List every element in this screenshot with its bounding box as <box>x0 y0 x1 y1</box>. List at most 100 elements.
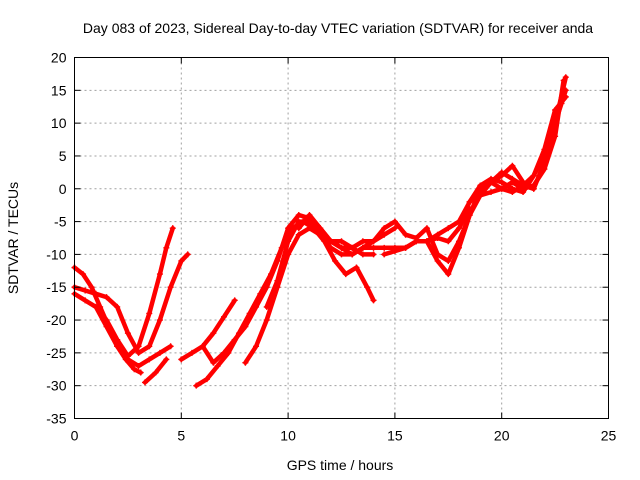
data-point-marker <box>178 356 185 363</box>
data-point-marker <box>445 225 452 232</box>
data-point-marker <box>370 238 377 245</box>
data-point-marker <box>445 271 452 278</box>
data-point-marker <box>221 313 228 320</box>
data-point-marker <box>466 198 473 205</box>
data-point-marker <box>156 349 163 356</box>
data-point-marker <box>92 303 99 310</box>
data-point-marker <box>498 179 505 186</box>
data-point-marker <box>80 271 87 278</box>
data-point-marker <box>82 297 89 304</box>
data-point-marker <box>188 349 195 356</box>
data-point-marker <box>178 257 185 264</box>
data-point-marker <box>285 238 292 245</box>
data-point-marker <box>349 251 356 258</box>
grid <box>74 57 609 419</box>
data-point-marker <box>137 369 144 376</box>
data-point-marker <box>152 369 159 376</box>
tick-labels: 0 5 10 15 20 25 -35 -30 -25 -20 -15 -10 -5 0 5 10 15 20 <box>46 50 616 444</box>
data-point-marker <box>349 244 356 251</box>
data-point-marker <box>402 244 409 251</box>
data-point-marker <box>295 225 302 232</box>
series-track-3 <box>71 251 191 356</box>
y-tick-label: 0 <box>59 181 67 197</box>
x-tick-label: 20 <box>494 428 510 444</box>
data-point-marker <box>317 231 324 238</box>
y-tick-label: 15 <box>51 82 67 98</box>
data-point-marker <box>477 182 484 189</box>
data-point-marker <box>163 244 170 251</box>
data-point-marker <box>455 218 462 225</box>
data-point-marker <box>530 172 537 179</box>
data-point-marker <box>306 212 313 219</box>
series-track-15 <box>477 77 567 199</box>
series-line <box>93 304 173 369</box>
data-point-marker <box>263 284 270 291</box>
series-track-14 <box>466 93 569 205</box>
series-track-6 <box>178 297 238 363</box>
data-point-marker <box>364 284 371 291</box>
data-point-marker <box>520 179 527 186</box>
data-point-marker <box>242 359 249 366</box>
data-point-marker <box>295 231 302 238</box>
y-tick-label: -25 <box>46 345 66 361</box>
data-point-marker <box>541 166 548 173</box>
data-point-marker <box>169 225 176 232</box>
data-point-marker <box>210 359 217 366</box>
data-point-marker <box>455 225 462 232</box>
data-point-marker <box>274 257 281 264</box>
data-point-marker <box>498 185 505 192</box>
data-point-marker <box>199 343 206 350</box>
x-tick-label: 5 <box>177 428 185 444</box>
data-point-marker <box>193 382 200 389</box>
data-point-marker <box>253 343 260 350</box>
data-point-marker <box>163 356 170 363</box>
data-point-marker <box>530 182 537 189</box>
data-point-marker <box>327 238 334 245</box>
data-point-marker <box>231 297 238 304</box>
data-point-marker <box>381 251 388 258</box>
data-point-marker <box>477 192 484 199</box>
y-tick-label: -15 <box>46 279 66 295</box>
data-point-marker <box>359 238 366 245</box>
chart-title: Day 083 of 2023, Sidereal Day-to-day VTE… <box>83 20 593 36</box>
data-point-marker <box>381 231 388 238</box>
data-point-marker <box>488 175 495 182</box>
data-point-marker <box>509 162 516 169</box>
data-point-marker <box>445 238 452 245</box>
data-point-marker <box>103 294 110 301</box>
data-point-marker <box>391 248 398 255</box>
data-point-marker <box>370 251 377 258</box>
y-tick-label: -5 <box>54 214 67 230</box>
x-tick-label: 25 <box>601 428 617 444</box>
data-point-marker <box>562 74 569 81</box>
data-point-marker <box>317 225 324 232</box>
data-point-marker <box>498 172 505 179</box>
data-point-marker <box>221 349 228 356</box>
data-point-marker <box>295 218 302 225</box>
series-line <box>467 94 569 205</box>
axes <box>74 57 609 419</box>
data-point-marker <box>135 349 142 356</box>
x-tick-label: 15 <box>387 428 403 444</box>
data-point-marker <box>338 244 345 251</box>
data-point-marker <box>167 343 174 350</box>
data-point-marker <box>434 231 441 238</box>
data-point-marker <box>434 257 441 264</box>
data-point-marker <box>124 330 131 337</box>
data-point-marker <box>231 336 238 343</box>
series-track-5 <box>141 356 170 386</box>
y-tick-label: 20 <box>51 50 67 66</box>
data-point-marker <box>210 330 217 337</box>
data-point-marker <box>402 231 409 238</box>
data-point-marker <box>509 179 516 186</box>
data-point-marker <box>413 238 420 245</box>
data-point-marker <box>214 362 221 369</box>
data-point-marker <box>242 323 249 330</box>
data-point-marker <box>306 225 313 232</box>
data-point-marker <box>370 297 377 304</box>
data-point-marker <box>338 238 345 245</box>
data-point-marker <box>353 264 360 271</box>
data-point-marker <box>370 244 377 251</box>
data-point-marker <box>103 323 110 330</box>
